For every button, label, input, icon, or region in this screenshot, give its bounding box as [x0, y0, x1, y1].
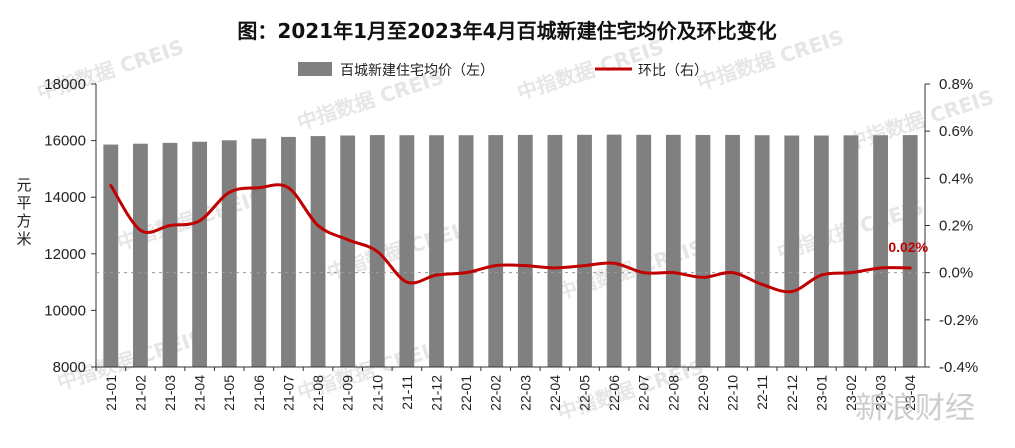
bar-21-01	[103, 144, 119, 367]
bar-22-05	[577, 134, 592, 367]
bar-22-03	[517, 134, 533, 367]
tick-label-x: 22-03	[517, 375, 533, 411]
bar-22-07	[636, 134, 652, 367]
tick-label-right: 0.6%	[939, 123, 973, 140]
tick-label-x: 22-12	[784, 375, 800, 411]
legend: 百城新建住宅均价（左） 环比（右）	[298, 62, 708, 79]
bar-23-01	[813, 135, 829, 367]
line-series	[109, 183, 912, 294]
tick-label-x: 21-03	[162, 375, 178, 411]
bar-22-10	[725, 134, 740, 367]
tick-label-x: 22-02	[488, 375, 504, 411]
bar-21-02	[133, 143, 148, 367]
bar-21-04	[192, 141, 208, 367]
tick-label-right: -0.2%	[939, 312, 978, 329]
bar-21-03	[162, 142, 178, 367]
brand-watermark: 新浪财经	[855, 391, 975, 426]
tick-label-x: 22-07	[636, 375, 652, 411]
bar-22-04	[547, 134, 563, 367]
y-ticks-right: -0.4% -0.2% 0.0% 0.2% 0.4% 0.6% 0.8%	[925, 76, 978, 376]
legend-label-line: 环比（右）	[638, 63, 708, 79]
tick-label-x: 23-03	[873, 375, 889, 411]
tick-label-x: 21-12	[428, 375, 444, 411]
bar-22-08	[665, 134, 681, 367]
bar-21-12	[429, 135, 444, 367]
legend-swatch-bar	[298, 62, 332, 76]
tick-label-x: 22-05	[577, 375, 593, 411]
tick-label-left: 14000	[44, 189, 86, 206]
y-axis-label: 元平方米	[16, 176, 31, 248]
tick-label-x: 22-01	[458, 375, 474, 411]
bar-22-06	[606, 134, 622, 367]
bar-21-07	[281, 136, 296, 367]
bar-21-06	[251, 138, 267, 367]
y-ticks-left: 8000 10000 12000 14000 16000 18000	[44, 76, 96, 376]
tick-label-x: 21-01	[103, 375, 119, 411]
tick-label-x: 21-06	[251, 375, 267, 411]
tick-label-x: 22-10	[725, 375, 741, 411]
bar-21-05	[221, 140, 237, 367]
tick-label-right: 0.4%	[939, 170, 973, 187]
chart-title: 图：2021年1月至2023年4月百城新建住宅均价及环比变化	[237, 19, 776, 43]
tick-label-left: 8000	[53, 359, 86, 376]
tick-label-x: 22-08	[665, 375, 681, 411]
tick-label-x: 22-09	[695, 375, 711, 411]
tick-label-right: 0.8%	[939, 76, 973, 93]
bar-23-03	[873, 135, 888, 367]
tick-label-x: 21-10	[369, 375, 385, 411]
bar-22-11	[754, 135, 770, 367]
bar-21-09	[340, 135, 356, 367]
tick-label-right: 0.0%	[939, 265, 973, 282]
tick-label-x: 21-05	[221, 375, 237, 411]
tick-label-x: 21-09	[340, 375, 356, 411]
tick-label-x: 21-02	[132, 375, 148, 411]
tick-label-x: 21-08	[310, 375, 326, 411]
tick-label-x: 22-04	[547, 375, 563, 411]
tick-label-x: 23-01	[813, 375, 829, 411]
tick-label-x: 21-07	[280, 375, 296, 411]
tick-label-right: 0.2%	[939, 218, 973, 235]
bar-23-04	[902, 135, 918, 367]
tick-label-left: 10000	[44, 302, 86, 319]
tick-label-right: -0.4%	[939, 359, 978, 376]
bar-22-01	[458, 135, 474, 367]
x-ticks: 21-01 21-02 21-03 21-04 21-05 21-06 21-07 21-08…	[95, 367, 918, 411]
tick-label-x: 23-02	[843, 375, 859, 411]
tick-label-x: 22-11	[754, 375, 770, 410]
bar-21-08	[310, 136, 326, 367]
axes	[95, 84, 926, 368]
legend-label-bar: 百城新建住宅均价（左）	[340, 63, 494, 79]
bar-21-11	[399, 135, 415, 367]
data-label-last: 0.02%	[888, 239, 928, 255]
watermark-text: 中指数据 CREIS	[34, 35, 187, 105]
tick-label-x: 21-11	[399, 375, 415, 410]
tick-label-x: 23-04	[902, 375, 918, 411]
bar-22-12	[784, 135, 800, 367]
tick-label-x: 21-04	[192, 375, 208, 411]
tick-label-x: 22-06	[606, 375, 622, 411]
watermark-text: 中指数据 CREIS	[844, 85, 997, 155]
tick-label-left: 18000	[44, 76, 86, 93]
bar-22-02	[488, 135, 504, 367]
bar-series	[103, 134, 918, 367]
y-axis-left-label: 元平方米	[16, 176, 31, 248]
tick-label-left: 12000	[44, 246, 86, 263]
tick-label-left: 16000	[44, 133, 86, 150]
bar-23-02	[843, 135, 859, 367]
bar-22-09	[695, 134, 711, 367]
